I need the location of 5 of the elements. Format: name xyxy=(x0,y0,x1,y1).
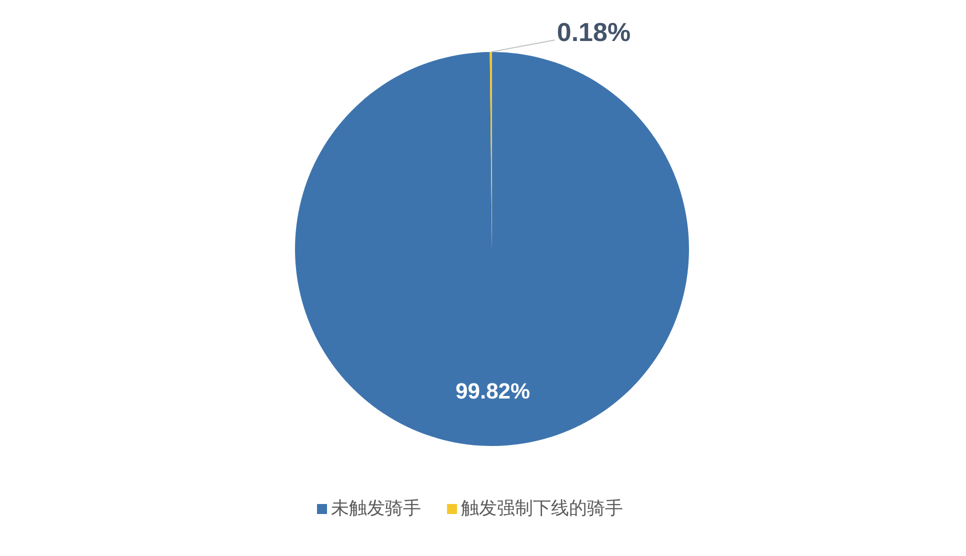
data-label: 0.18% xyxy=(556,17,631,48)
legend-label: 未触发骑手 xyxy=(331,498,421,519)
legend-label: 触发强制下线的骑手 xyxy=(461,498,623,519)
data-label: 99.82% xyxy=(455,378,530,404)
pie-slice xyxy=(295,52,689,446)
